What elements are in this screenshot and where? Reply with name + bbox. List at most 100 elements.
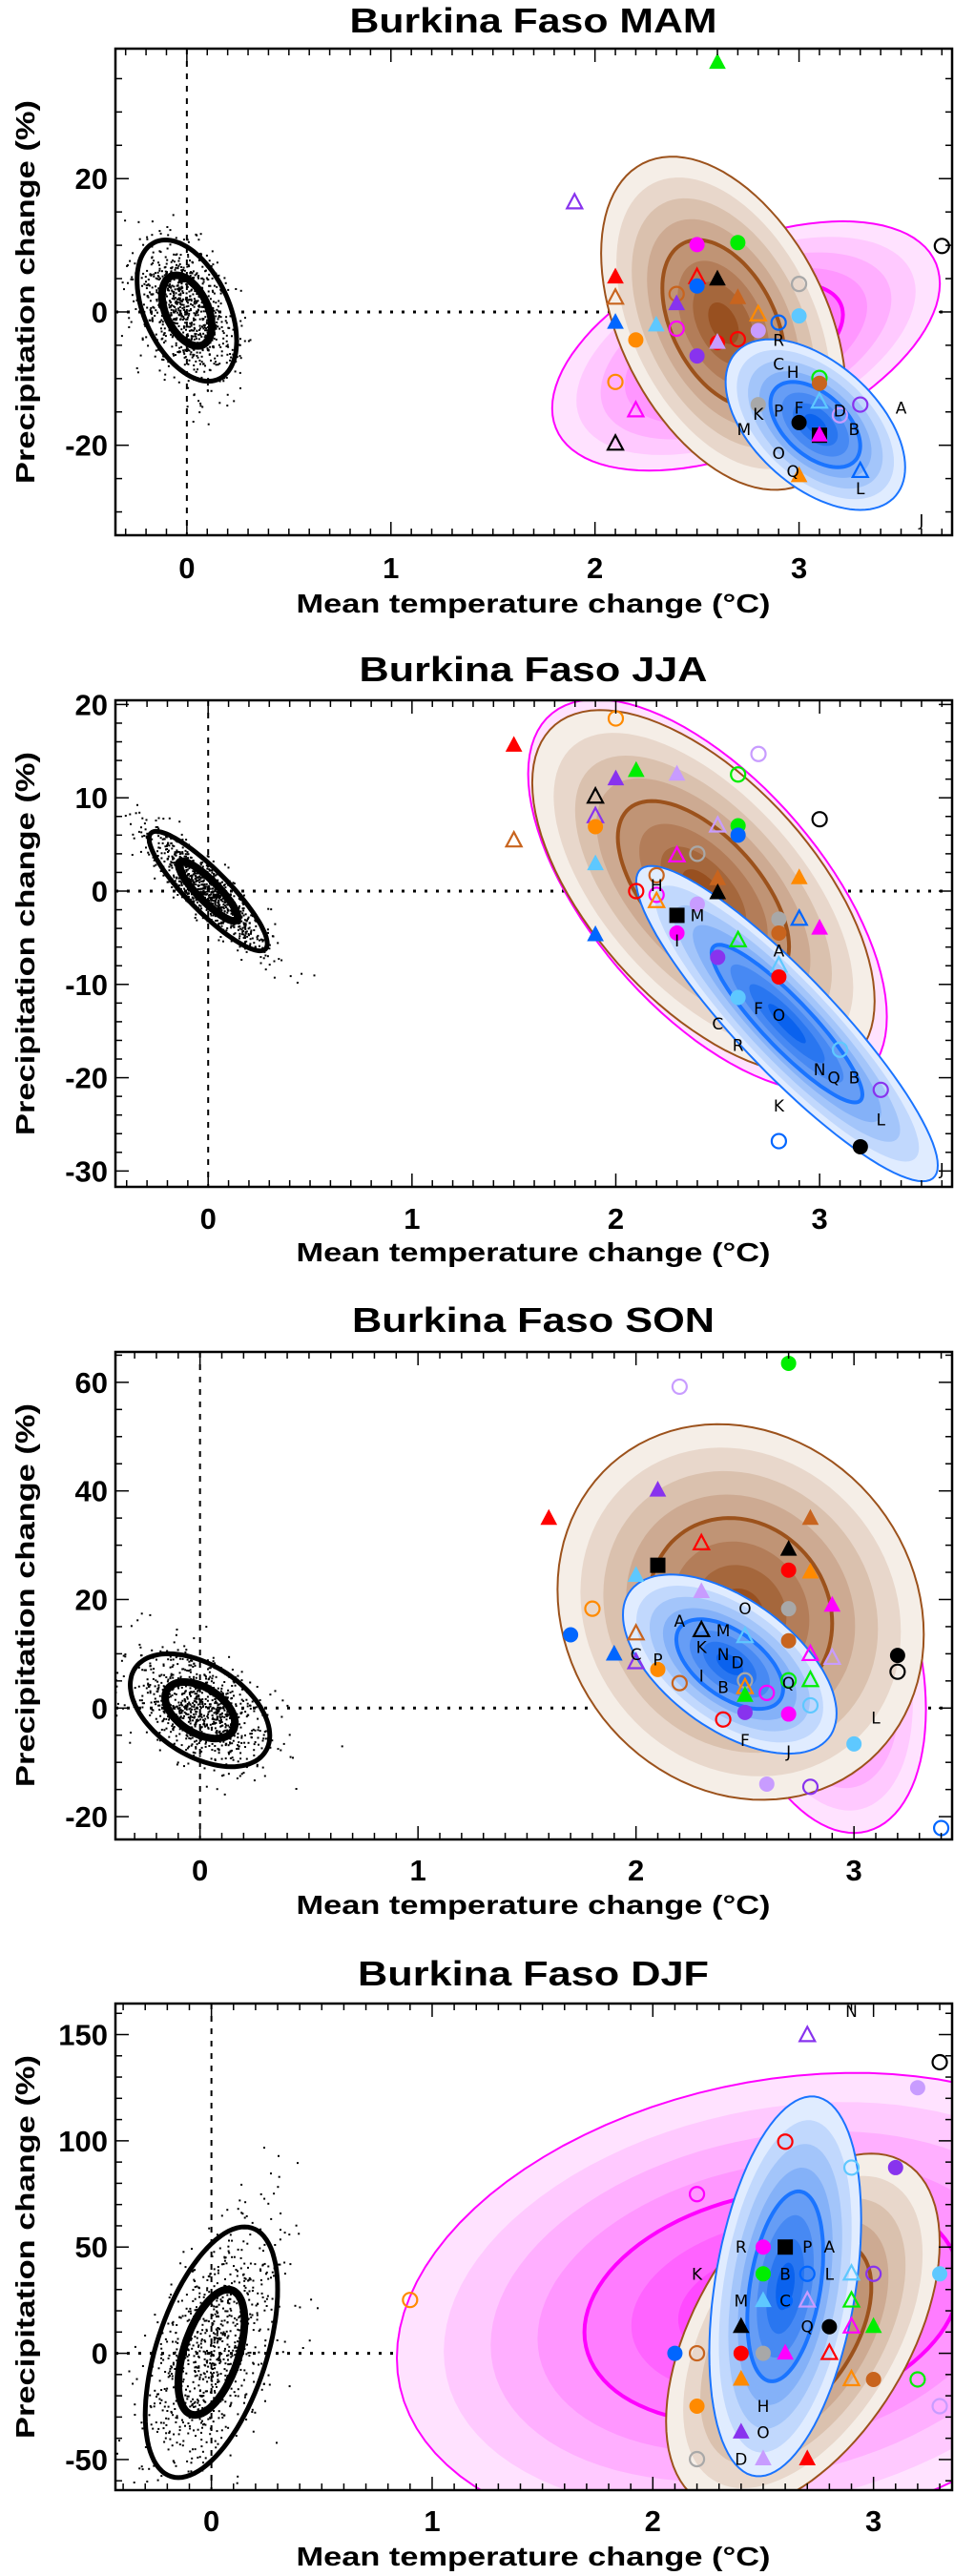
control-sample-dot: [213, 2350, 216, 2353]
control-sample-dot: [163, 274, 166, 277]
model-marker-circle: [648, 886, 665, 904]
control-sample-dot: [194, 2280, 197, 2282]
control-sample-dot: [183, 326, 185, 329]
control-sample-dot: [191, 896, 194, 899]
control-sample-dot: [220, 2429, 223, 2432]
control-sample-dot: [160, 1729, 163, 1731]
control-sample-dot: [273, 960, 276, 963]
control-sample-dot: [143, 822, 146, 825]
control-sample-dot: [177, 309, 180, 312]
control-sample-dot: [186, 1697, 189, 1700]
control-sample-dot: [237, 2328, 239, 2331]
control-sample-dot: [189, 353, 192, 356]
control-sample-dot: [238, 2281, 240, 2284]
control-sample-dot: [200, 301, 203, 304]
control-sample-dot: [201, 265, 204, 268]
control-sample-dot: [141, 1669, 144, 1672]
control-sample-dot: [178, 301, 181, 304]
control-sample-dot: [196, 2366, 198, 2369]
control-sample-dot: [267, 2265, 270, 2268]
control-sample-dot: [211, 887, 214, 890]
control-sample-dot: [160, 2399, 163, 2401]
control-sample-dot: [167, 2405, 170, 2408]
control-sample-dot: [218, 402, 221, 405]
control-sample-dot: [229, 2330, 232, 2333]
control-sample-dot: [203, 2358, 206, 2360]
control-sample-dot: [220, 921, 223, 924]
control-sample-dot: [183, 306, 186, 309]
control-sample-dot: [146, 236, 149, 239]
control-sample-dot: [165, 2432, 168, 2435]
control-sample-dot: [218, 1730, 221, 1733]
control-sample-dot: [201, 282, 204, 285]
control-sample-dot: [200, 325, 203, 328]
control-sample-dot: [197, 275, 200, 277]
control-sample-dot: [216, 2282, 218, 2285]
control-sample-dot: [197, 2401, 199, 2404]
control-sample-dot: [201, 2395, 203, 2398]
control-sample-dot: [238, 937, 240, 940]
control-sample-dot: [214, 2391, 217, 2394]
model-marker-triangle: [587, 854, 604, 871]
control-sample-dot: [221, 343, 224, 345]
control-sample-dot: [215, 364, 218, 366]
control-sample-dot: [174, 1698, 176, 1701]
control-sample-dot: [233, 895, 236, 898]
control-sample-dot: [201, 2329, 204, 2332]
control-sample-dot: [215, 2337, 218, 2339]
control-sample-dot: [214, 874, 217, 877]
control-sample-dot: [207, 2377, 210, 2379]
control-sample-dot: [216, 904, 218, 907]
model-marker-circle: [770, 314, 787, 331]
control-sample-dot: [294, 2304, 297, 2307]
control-sample-dot: [261, 1739, 264, 1742]
model-marker-circle: [821, 2318, 838, 2335]
control-sample-dot: [224, 1722, 227, 1725]
control-sample-dot: [218, 300, 220, 302]
control-sample-dot: [262, 1734, 265, 1736]
control-sample-dot: [201, 1698, 204, 1701]
control-sample-dot: [245, 2372, 248, 2375]
model-letter-label: K: [692, 2265, 703, 2284]
control-sample-dot: [151, 1709, 154, 1711]
model-marker-circle: [771, 968, 787, 985]
control-sample-dot: [209, 2358, 212, 2361]
control-sample-dot: [243, 2290, 246, 2292]
control-sample-dot: [163, 379, 166, 382]
control-sample-dot: [236, 2302, 238, 2305]
control-sample-dot: [197, 2356, 200, 2358]
control-sample-dot: [186, 1658, 189, 1661]
control-sample-dot: [165, 1727, 168, 1730]
control-sample-dot: [146, 306, 149, 309]
control-sample-dot: [123, 288, 125, 291]
control-sample-dot: [249, 1704, 251, 1707]
control-sample-dot: [215, 361, 217, 364]
control-sample-dot: [189, 878, 192, 881]
control-sample-dot: [262, 957, 265, 960]
model-marker-circle: [931, 2398, 948, 2415]
control-sample-dot: [206, 319, 209, 322]
control-sample-dot: [208, 2291, 211, 2294]
control-sample-dot: [238, 922, 241, 924]
control-sample-dot: [160, 2357, 162, 2359]
control-sample-dot: [185, 325, 188, 328]
control-sample-dot: [193, 298, 196, 301]
control-sample-dot: [180, 1744, 183, 1747]
control-sample-dot: [170, 2410, 173, 2413]
control-sample-dot: [168, 869, 171, 872]
control-sample-dot: [205, 864, 208, 867]
control-sample-dot: [194, 872, 197, 875]
control-sample-dot: [216, 2430, 218, 2433]
control-sample-dot: [240, 1773, 243, 1776]
control-sample-dot: [208, 887, 211, 890]
control-sample-dot: [249, 1733, 252, 1735]
control-sample-dot: [145, 287, 148, 290]
y-tick-label: 20: [75, 688, 108, 721]
control-sample-dot: [200, 376, 203, 379]
control-sample-dot: [145, 1687, 148, 1690]
control-sample-dot: [220, 922, 223, 924]
control-sample-dot: [260, 2292, 263, 2295]
control-sample-dot: [301, 2347, 304, 2349]
control-sample-dot: [217, 2330, 218, 2333]
control-sample-dot: [211, 1749, 214, 1751]
